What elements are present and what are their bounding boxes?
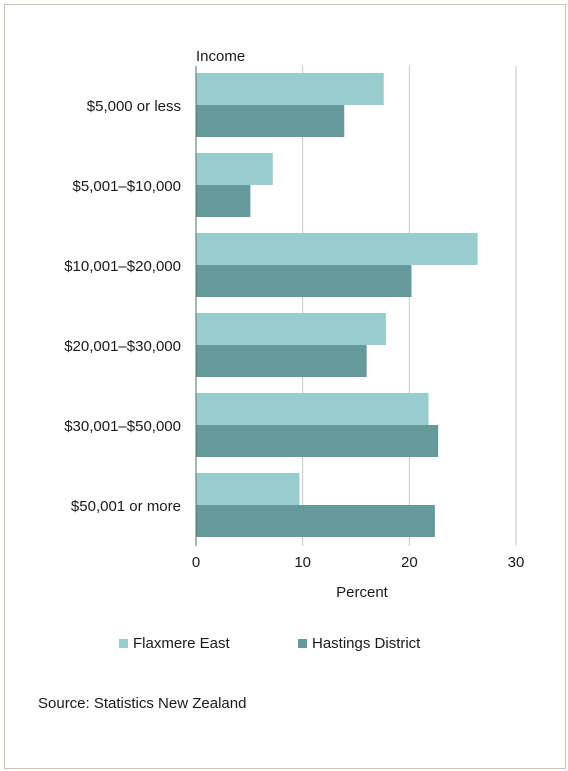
- category-labels: $5,000 or less $5,001–$10,000 $10,001–$20,…: [64, 98, 181, 515]
- bar-flaxmere-east: [196, 73, 384, 105]
- x-tick-label: 0: [192, 554, 200, 571]
- bar-hastings-district: [196, 185, 251, 217]
- legend-swatch: [298, 639, 307, 648]
- bar-hastings-district: [196, 345, 367, 377]
- category-label: $5,000 or less: [87, 98, 181, 115]
- x-tick-label: 20: [401, 554, 418, 571]
- bar-flaxmere-east: [196, 153, 273, 185]
- gridlines: [302, 66, 517, 546]
- bar-flaxmere-east: [196, 393, 429, 425]
- x-tick-label: 10: [294, 554, 311, 571]
- category-label: $5,001–$10,000: [73, 178, 181, 195]
- category-label: $10,001–$20,000: [64, 258, 181, 275]
- legend: Flaxmere East Hastings District: [119, 635, 421, 652]
- x-tick-label: 30: [508, 554, 525, 571]
- bar-hastings-district: [196, 425, 439, 457]
- bar-hastings-district: [196, 505, 435, 537]
- legend-label: Flaxmere East: [133, 635, 231, 652]
- source-note: Source: Statistics New Zealand: [38, 695, 246, 712]
- category-label: $20,001–$30,000: [64, 338, 181, 355]
- bar-hastings-district: [196, 265, 412, 297]
- bar-flaxmere-east: [196, 233, 478, 265]
- legend-swatch: [119, 639, 128, 648]
- bar-flaxmere-east: [196, 473, 300, 505]
- bar-hastings-district: [196, 105, 345, 137]
- bar-flaxmere-east: [196, 313, 386, 345]
- x-axis-label: Percent: [336, 584, 389, 601]
- category-label: $50,001 or more: [71, 498, 181, 515]
- y-axis-label: Income: [196, 48, 245, 65]
- category-label: $30,001–$50,000: [64, 418, 181, 435]
- bars: [196, 73, 478, 537]
- x-tick-labels: 0 10 20 30: [192, 554, 525, 571]
- legend-label: Hastings District: [312, 635, 421, 652]
